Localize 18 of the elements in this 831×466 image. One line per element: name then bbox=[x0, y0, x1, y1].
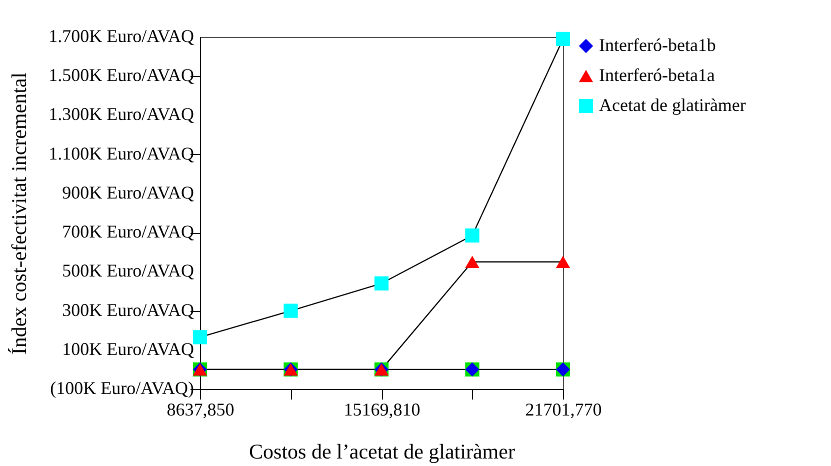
y-tick-label: 500K Euro/AVAQ bbox=[62, 260, 194, 281]
x-tick-label: 8637,850 bbox=[166, 400, 234, 420]
y-tick-label: 300K Euro/AVAQ bbox=[62, 300, 194, 320]
x-axis-title: Costos de l’acetat de glatiràmer bbox=[249, 440, 515, 464]
y-tick-label: 1.700K Euro/AVAQ bbox=[48, 26, 194, 46]
y-tick-label: 1.500K Euro/AVAQ bbox=[48, 65, 194, 86]
x-tick-label: 15169,810 bbox=[344, 400, 420, 420]
y-tick-label: 900K Euro/AVAQ bbox=[62, 182, 194, 202]
legend-label: Interferó-beta1a bbox=[599, 65, 715, 85]
y-tick-label: 1.300K Euro/AVAQ bbox=[48, 104, 194, 124]
y-axis-title: Índex cost-efectivitat incremental bbox=[7, 72, 31, 355]
x-tick-label: 21701,770 bbox=[525, 400, 602, 420]
y-tick-label: 700K Euro/AVAQ bbox=[62, 222, 194, 242]
y-tick-label: 100K Euro/AVAQ bbox=[62, 338, 194, 359]
legend-label: Acetat de glatiràmer bbox=[599, 95, 746, 115]
y-tick-label: 1.100K Euro/AVAQ bbox=[48, 143, 194, 164]
legend-label: Interferó-beta1b bbox=[599, 35, 716, 55]
y-tick-label: (100K Euro/AVAQ) bbox=[50, 378, 194, 398]
